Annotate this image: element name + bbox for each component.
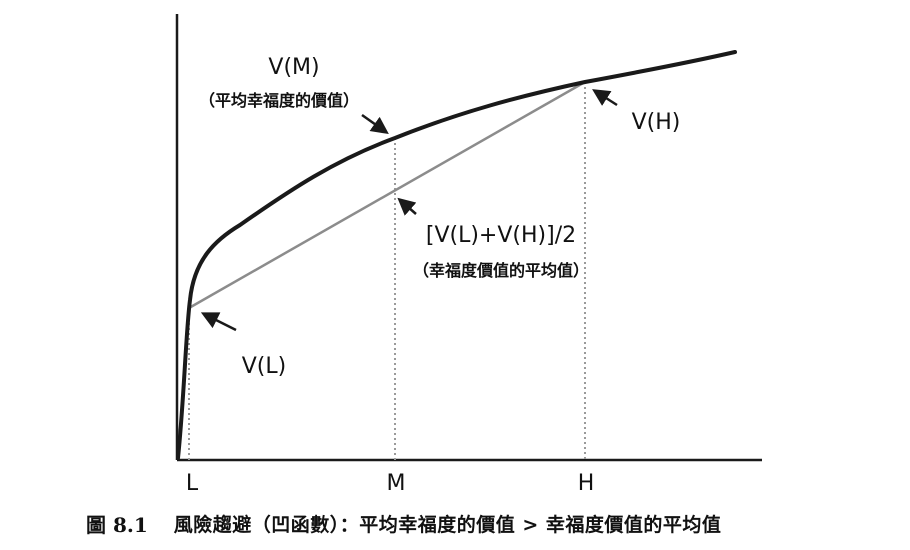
figure-number: 圖 8.1 bbox=[86, 512, 148, 537]
label-vl: V(L) bbox=[242, 354, 286, 379]
concave-value-curve bbox=[176, 50, 737, 460]
arrow-to-average bbox=[397, 197, 417, 216]
label-average-note: （幸福度價值的平均值） bbox=[413, 261, 589, 280]
label-vm: V(M) bbox=[268, 55, 319, 80]
average-chord-line bbox=[188, 80, 586, 310]
arrow-to-vl bbox=[200, 312, 237, 332]
arrow-to-vh bbox=[592, 89, 618, 107]
x-tick-label-l: L bbox=[186, 471, 199, 496]
x-tick-label-m: M bbox=[387, 471, 406, 496]
label-vh: V(H) bbox=[632, 110, 681, 135]
arrow-to-vm bbox=[361, 113, 389, 135]
figure-caption: 圖 8.1 風險趨避（凹函數）：平均幸福度的價值 > 幸福度價值的平均值 bbox=[86, 505, 886, 541]
x-tick-label-h: H bbox=[578, 471, 595, 496]
label-average: [V(L)+V(H)]/2 bbox=[426, 223, 576, 248]
label-vm-note: （平均幸福度的價值） bbox=[199, 91, 359, 110]
figure-title: 風險趨避（凹函數）：平均幸福度的價值 > 幸福度價值的平均值 bbox=[173, 513, 722, 536]
